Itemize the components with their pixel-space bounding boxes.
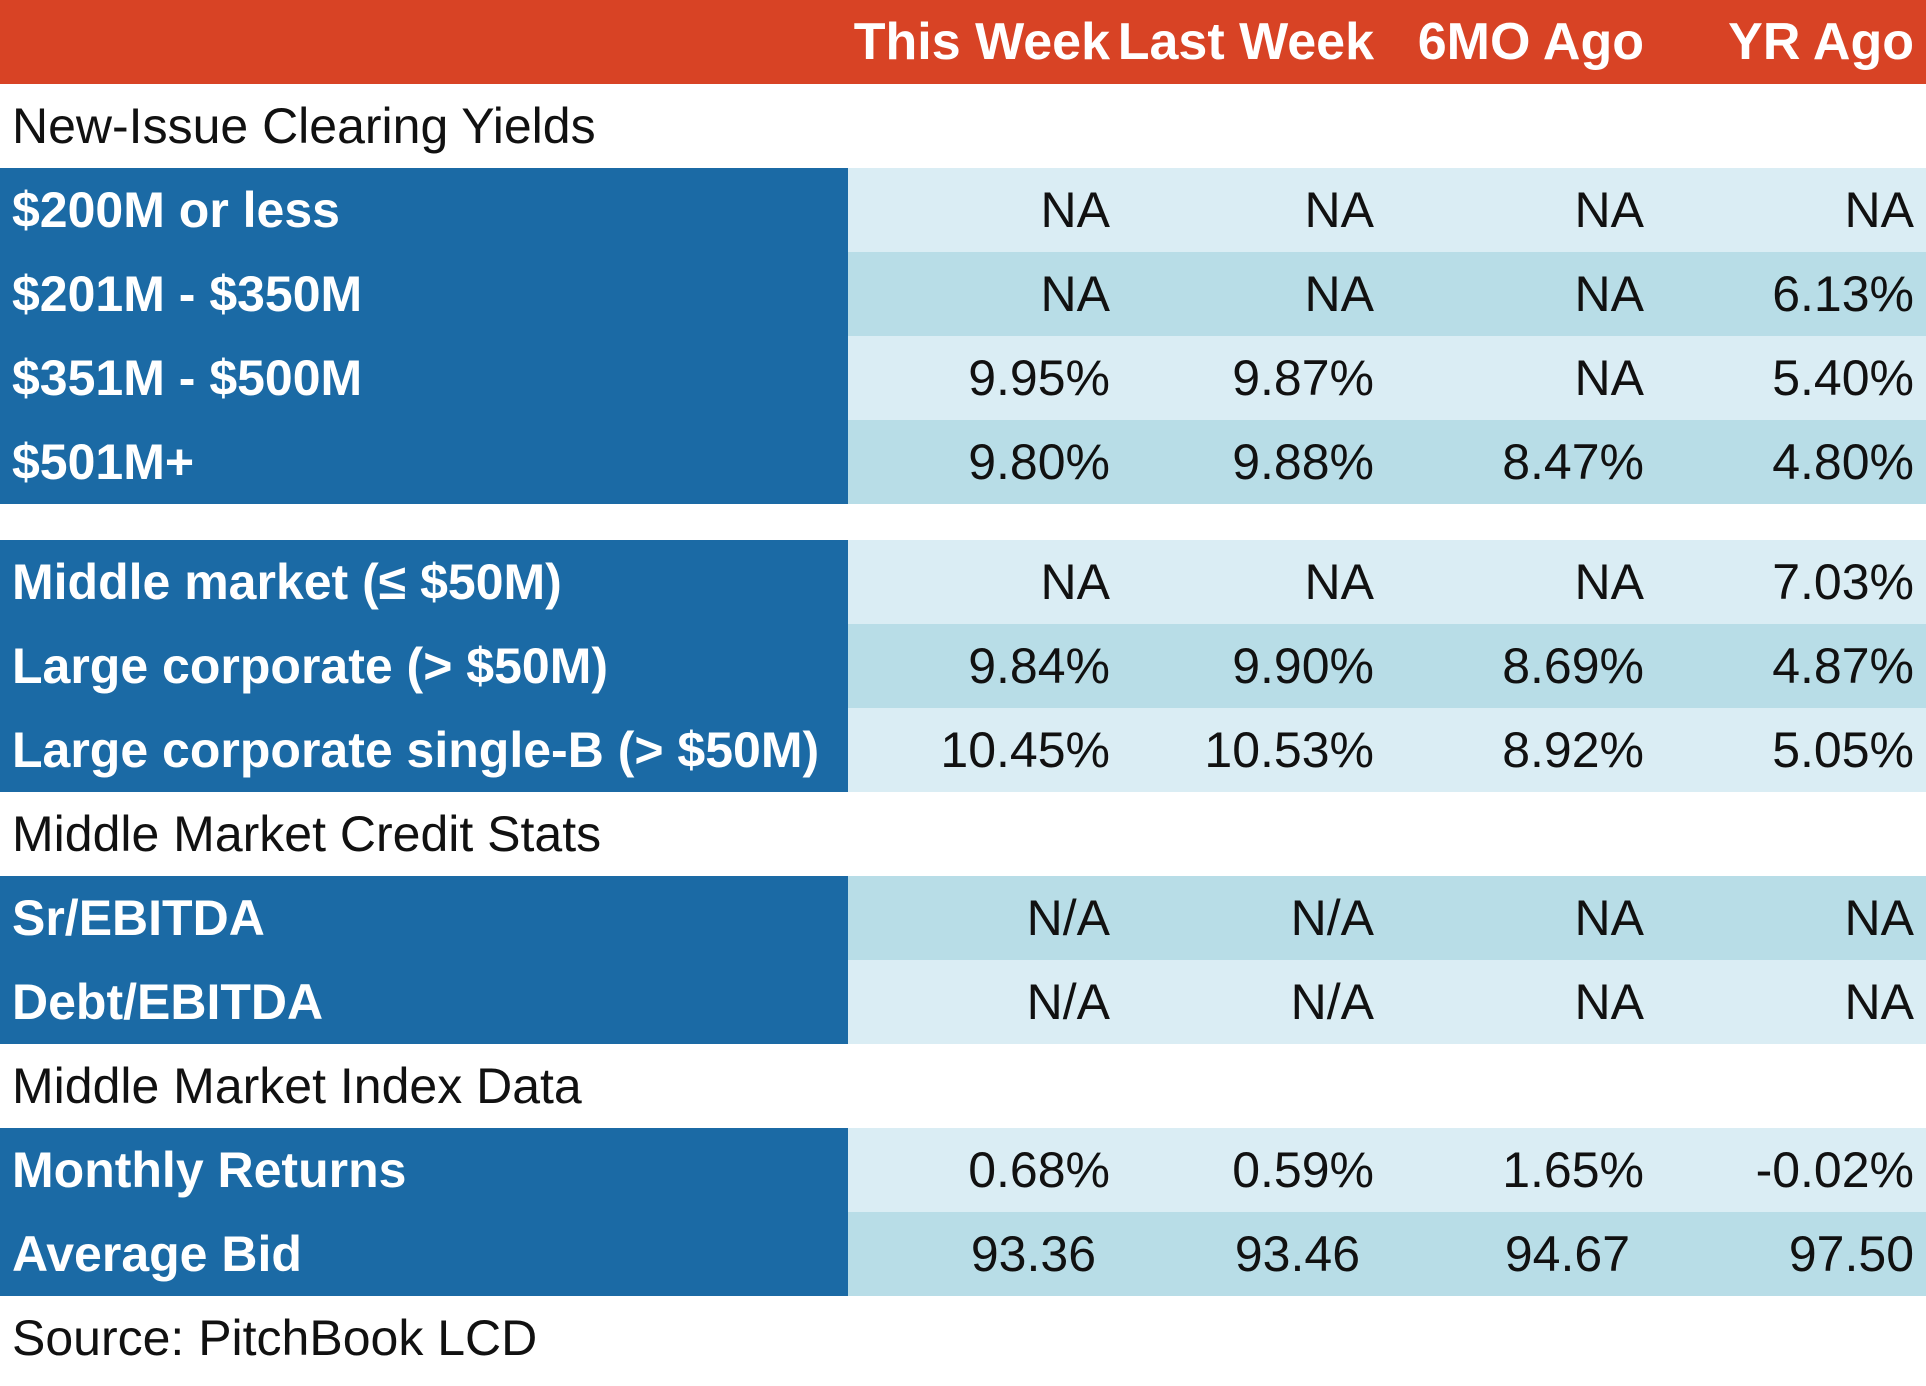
cell-this-week: 9.84% [968, 638, 1110, 694]
cell-6mo-ago: NA [1574, 350, 1644, 406]
table-row: $200M or less NA NA NA NA [0, 168, 1926, 252]
cell-last-week: NA [1304, 266, 1374, 322]
cell-last-week: N/A [1290, 974, 1374, 1030]
source-note-row: Source: PitchBook LCD [0, 1296, 1926, 1380]
cell-last-week: 0.59% [1232, 1142, 1374, 1198]
cell-6mo-ago: NA [1574, 554, 1644, 610]
row-label: Monthly Returns [0, 1128, 848, 1212]
section-index-data: Middle Market Index Data [0, 1044, 1926, 1128]
table-row: Debt/EBITDA N/A N/A NA NA [0, 960, 1926, 1044]
section-title: Middle Market Credit Stats [12, 806, 602, 862]
section-new-issue: New-Issue Clearing Yields [0, 84, 1926, 168]
cell-6mo-ago: NA [1574, 182, 1644, 238]
cell-last-week: N/A [1290, 890, 1374, 946]
cell-yr-ago: NA [1844, 182, 1914, 238]
header-this-week: This Week [853, 13, 1110, 71]
cell-yr-ago: 5.05% [1772, 722, 1914, 778]
cell-this-week: 0.68% [968, 1142, 1110, 1198]
cell-yr-ago: 5.40% [1772, 350, 1914, 406]
row-label: Large corporate (> $50M) [0, 624, 848, 708]
cell-6mo-ago: 8.69% [1502, 638, 1644, 694]
cell-this-week: NA [1040, 266, 1110, 322]
cell-yr-ago: 4.87% [1772, 638, 1914, 694]
header-6mo-ago: 6MO Ago [1417, 13, 1644, 71]
cell-yr-ago: 97.50 [1788, 1226, 1914, 1282]
cell-yr-ago: 6.13% [1772, 266, 1914, 322]
cell-this-week: N/A [1026, 974, 1110, 1030]
row-label: $501M+ [0, 420, 848, 504]
table-row: Monthly Returns 0.68% 0.59% 1.65% -0.02% [0, 1128, 1926, 1212]
section-title: New-Issue Clearing Yields [12, 98, 596, 154]
cell-this-week: 9.80% [968, 434, 1110, 490]
cell-6mo-ago: 8.92% [1502, 722, 1644, 778]
cell-last-week: 93.46 [1234, 1226, 1360, 1282]
cell-6mo-ago: 1.65% [1502, 1142, 1644, 1198]
cell-this-week: 9.95% [968, 350, 1110, 406]
table-row: Large corporate (> $50M) 9.84% 9.90% 8.6… [0, 624, 1926, 708]
cell-yr-ago: NA [1844, 974, 1914, 1030]
cell-last-week: 9.87% [1232, 350, 1374, 406]
cell-yr-ago: NA [1844, 890, 1914, 946]
cell-this-week: N/A [1026, 890, 1110, 946]
cell-last-week: 9.90% [1232, 638, 1374, 694]
row-spacer [0, 504, 1926, 540]
table-row: $351M - $500M 9.95% 9.87% NA 5.40% [0, 336, 1926, 420]
row-label: Debt/EBITDA [0, 960, 848, 1044]
cell-yr-ago: -0.02% [1755, 1142, 1914, 1198]
cell-6mo-ago: NA [1574, 266, 1644, 322]
table-row: $501M+ 9.80% 9.88% 8.47% 4.80% [0, 420, 1926, 504]
section-title: Middle Market Index Data [12, 1058, 582, 1114]
cell-6mo-ago: 8.47% [1502, 434, 1644, 490]
table-row: Middle market (≤ $50M) NA NA NA 7.03% [0, 540, 1926, 624]
table-row: Sr/EBITDA N/A N/A NA NA [0, 876, 1926, 960]
cell-last-week: 9.88% [1232, 434, 1374, 490]
row-label: $201M - $350M [0, 252, 848, 336]
source-note: Source: PitchBook LCD [12, 1310, 538, 1366]
cell-this-week: NA [1040, 554, 1110, 610]
cell-this-week: 10.45% [940, 722, 1110, 778]
cell-last-week: NA [1304, 182, 1374, 238]
section-credit-stats: Middle Market Credit Stats [0, 792, 1926, 876]
cell-yr-ago: 7.03% [1772, 554, 1914, 610]
cell-last-week: 10.53% [1204, 722, 1374, 778]
row-label: $351M - $500M [0, 336, 848, 420]
cell-6mo-ago: 94.67 [1504, 1226, 1630, 1282]
cell-this-week: NA [1040, 182, 1110, 238]
header-row: This Week Last Week 6MO Ago YR Ago [0, 0, 1926, 84]
cell-last-week: NA [1304, 554, 1374, 610]
cell-this-week: 93.36 [970, 1226, 1096, 1282]
table-row: $201M - $350M NA NA NA 6.13% [0, 252, 1926, 336]
table-row: Large corporate single-B (> $50M) 10.45%… [0, 708, 1926, 792]
cell-6mo-ago: NA [1574, 890, 1644, 946]
row-label: Middle market (≤ $50M) [0, 540, 848, 624]
row-label: Large corporate single-B (> $50M) [0, 708, 848, 792]
cell-6mo-ago: NA [1574, 974, 1644, 1030]
row-label: Average Bid [0, 1212, 848, 1296]
row-label: $200M or less [0, 168, 848, 252]
row-label: Sr/EBITDA [0, 876, 848, 960]
cell-yr-ago: 4.80% [1772, 434, 1914, 490]
table-row: Average Bid 93.36 93.46 94.67 97.50 [0, 1212, 1926, 1296]
header-yr-ago: YR Ago [1728, 13, 1914, 71]
header-last-week: Last Week [1117, 13, 1374, 71]
